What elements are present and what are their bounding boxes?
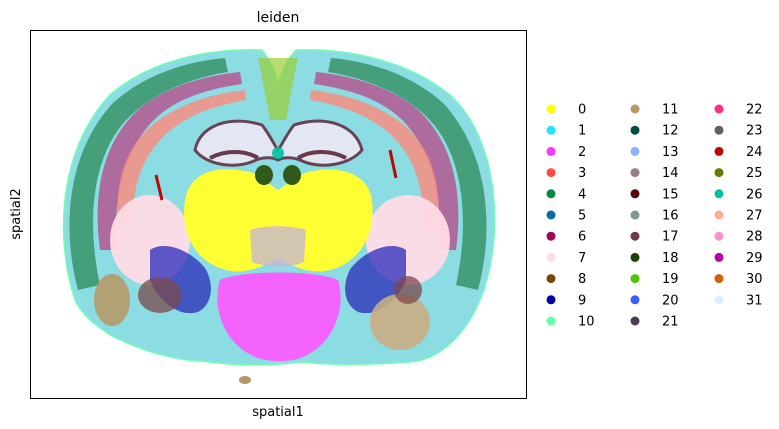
cortex-band-right xyxy=(328,58,487,290)
legend-label-23: 23 xyxy=(746,124,763,139)
legend-marker-25 xyxy=(714,168,724,178)
legend-marker-21 xyxy=(630,316,640,326)
legend-marker-24 xyxy=(714,146,724,156)
legend-label-24: 24 xyxy=(746,145,763,160)
legend-marker-0 xyxy=(546,104,556,114)
legend-marker-7 xyxy=(546,252,556,262)
thalamus-region xyxy=(184,169,373,272)
legend-marker-1 xyxy=(546,125,556,135)
legend-label-6: 6 xyxy=(578,230,586,245)
legend-marker-13 xyxy=(630,146,640,156)
brain-section-scatter xyxy=(62,49,496,384)
legend-label-17: 17 xyxy=(662,230,679,245)
legend-label-30: 30 xyxy=(746,272,763,287)
legend-marker-10 xyxy=(546,316,556,326)
legend-label-3: 3 xyxy=(578,166,586,181)
legend-label-26: 26 xyxy=(746,187,763,202)
plot-frame xyxy=(30,30,527,399)
legend-marker-11 xyxy=(630,104,640,114)
legend-marker-6 xyxy=(546,231,556,241)
legend-label-13: 13 xyxy=(662,145,679,160)
legend-marker-30 xyxy=(714,274,724,284)
legend: 0123456789101112131415161718192021222324… xyxy=(546,103,763,330)
legend-marker-14 xyxy=(630,168,640,178)
legend-label-9: 9 xyxy=(578,293,586,308)
legend-label-10: 10 xyxy=(578,315,595,330)
legend-marker-5 xyxy=(546,210,556,220)
red-streak-left xyxy=(154,174,164,201)
midline-feature-right xyxy=(283,165,301,185)
legend-label-27: 27 xyxy=(746,209,763,224)
legend-marker-9 xyxy=(546,295,556,305)
legend-label-21: 21 xyxy=(662,315,679,330)
brown-region-right xyxy=(394,276,422,304)
y-axis-label: spatial2 xyxy=(9,188,24,240)
legend-label-20: 20 xyxy=(662,293,679,308)
legend-label-12: 12 xyxy=(662,124,679,139)
hypothalamus-region xyxy=(217,272,341,361)
midline-teal xyxy=(272,147,284,159)
legend-label-8: 8 xyxy=(578,272,586,287)
legend-marker-29 xyxy=(714,252,724,262)
legend-label-29: 29 xyxy=(746,251,763,266)
cortex-layer-magenta-left xyxy=(97,72,242,250)
legend-label-15: 15 xyxy=(662,187,679,202)
legend-marker-16 xyxy=(630,210,640,220)
legend-label-0: 0 xyxy=(578,103,586,118)
legend-label-19: 19 xyxy=(662,272,679,287)
red-streak-right xyxy=(388,149,398,179)
legend-marker-27 xyxy=(714,210,724,220)
legend-label-28: 28 xyxy=(746,230,763,245)
legend-label-4: 4 xyxy=(578,187,586,202)
detached-piece xyxy=(239,376,251,384)
legend-label-14: 14 xyxy=(662,166,679,181)
legend-marker-26 xyxy=(714,189,724,199)
legend-marker-8 xyxy=(546,274,556,284)
legend-marker-2 xyxy=(546,146,556,156)
hippocampus-band xyxy=(193,119,364,167)
legend-marker-23 xyxy=(714,125,724,135)
legend-label-16: 16 xyxy=(662,209,679,224)
cortex-layer-magenta-right xyxy=(314,72,459,250)
legend-label-2: 2 xyxy=(578,145,586,160)
tan-region-right xyxy=(370,294,430,350)
legend-marker-20 xyxy=(630,295,640,305)
legend-label-22: 22 xyxy=(746,103,763,118)
legend-marker-22 xyxy=(714,104,724,114)
legend-marker-12 xyxy=(630,125,640,135)
cortex-band-left xyxy=(69,58,228,290)
hippocampus-inner xyxy=(209,150,347,160)
legend-label-18: 18 xyxy=(662,251,679,266)
tan-region-left xyxy=(94,274,130,326)
brown-region-left xyxy=(138,277,182,313)
legend-label-25: 25 xyxy=(746,166,763,181)
legend-marker-4 xyxy=(546,189,556,199)
x-axis-label: spatial1 xyxy=(252,405,304,420)
legend-label-7: 7 xyxy=(578,251,586,266)
legend-marker-18 xyxy=(630,252,640,262)
dorsal-strip xyxy=(258,58,298,120)
legend-label-5: 5 xyxy=(578,209,586,224)
legend-marker-3 xyxy=(546,168,556,178)
legend-marker-31 xyxy=(714,295,724,305)
legend-marker-15 xyxy=(630,189,640,199)
legend-label-1: 1 xyxy=(578,124,586,139)
chart-title: leiden xyxy=(257,10,300,26)
legend-label-31: 31 xyxy=(746,293,763,308)
central-region xyxy=(250,226,306,267)
legend-marker-17 xyxy=(630,231,640,241)
legend-label-11: 11 xyxy=(662,103,679,118)
midline-feature-left xyxy=(255,165,273,185)
legend-marker-28 xyxy=(714,231,724,241)
legend-marker-19 xyxy=(630,274,640,284)
